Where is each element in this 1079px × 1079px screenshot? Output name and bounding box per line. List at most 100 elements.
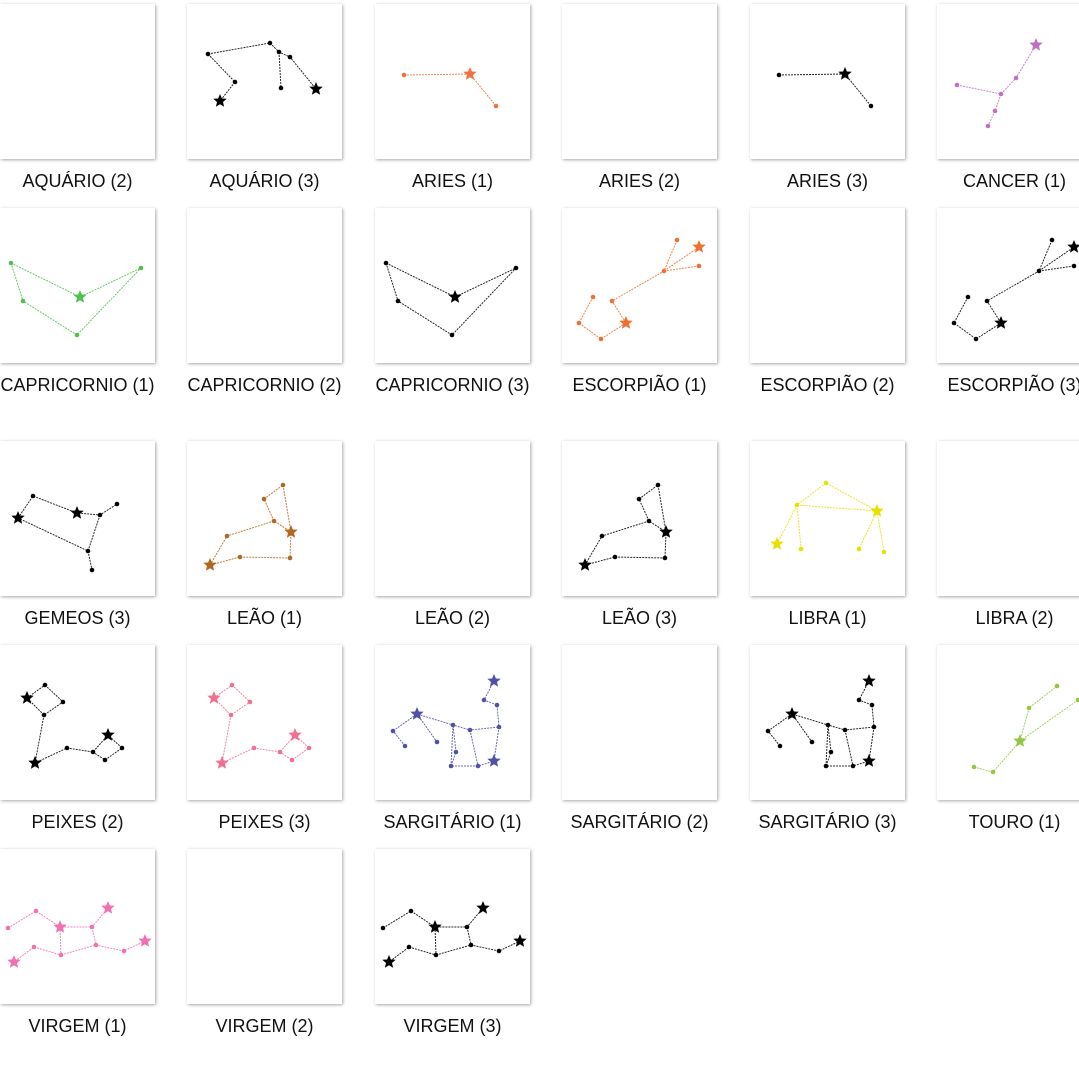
star [20,691,34,704]
star-dot [276,49,282,55]
thumbnail[interactable] [562,208,717,363]
file-name[interactable]: AQUÁRIO (3) [209,171,320,191]
star-dot [232,79,238,85]
star-dot [881,549,887,555]
constellation-line [388,926,437,963]
file-name[interactable]: SARGITÁRIO (3) [758,812,897,832]
thumbnail[interactable] [375,849,530,1004]
thumbnail[interactable] [187,645,342,800]
constellation [401,67,499,109]
star [138,934,152,947]
star [101,901,115,914]
star-dot [468,942,474,948]
thumbnail[interactable] [187,4,342,159]
file-name[interactable]: SARGITÁRIO (1) [383,812,522,832]
thumbnail[interactable] [375,645,530,800]
file-name[interactable]: GEMEOS (3) [24,608,131,628]
constellation-line [450,724,454,767]
thumbnail[interactable] [0,849,155,1004]
star-dot [777,743,783,749]
thumbnail[interactable] [375,441,530,596]
thumbnail[interactable] [0,208,155,363]
star-dot [951,320,957,326]
file-name[interactable]: SARGITÁRIO (2) [570,812,709,832]
star [1067,240,1079,253]
file-name[interactable]: LEÃO (2) [414,608,491,628]
file-name[interactable]: PEIXES (3) [218,812,311,832]
thumbnail[interactable] [937,208,1079,363]
file-name[interactable]: LIBRA (2) [975,608,1054,628]
constellation [205,40,323,107]
thumbnail[interactable] [937,645,1079,800]
star-dot [696,263,702,269]
file-name[interactable]: VIRGEM (2) [215,1016,314,1036]
star-dot [90,749,96,755]
file-name[interactable]: TOURO (1) [968,812,1061,832]
file-name[interactable]: CAPRICORNIO (2) [187,375,342,395]
file-name[interactable]: CAPRICORNIO (1) [0,375,155,395]
constellation-line [263,484,292,533]
thumbnail[interactable] [562,441,717,596]
file-name[interactable]: VIRGEM (1) [28,1016,127,1036]
thumbnail[interactable] [187,441,342,596]
thumbnail[interactable] [562,645,717,800]
thumbnail[interactable] [375,4,530,159]
thumbnail[interactable] [750,4,905,159]
star-dot [850,763,856,769]
star [862,674,876,687]
star-dot [228,712,234,718]
thumbnail[interactable] [937,441,1079,596]
constellation-line [1038,265,1075,272]
star-dot [85,548,91,554]
star [578,558,592,571]
thumbnail[interactable] [187,849,342,1004]
constellation [207,682,312,769]
star-dot [97,512,103,518]
constellation [5,901,152,968]
thumbnail[interactable] [562,4,717,159]
file-name[interactable]: VIRGEM (3) [403,1016,502,1036]
file-name[interactable]: ESCORPIÃO (2) [760,375,895,395]
file-name[interactable]: LEÃO (1) [226,608,303,628]
star-dot [823,763,829,769]
file-name[interactable]: ARIES (1) [411,171,494,191]
star-dot [287,555,293,561]
constellation [203,482,298,571]
star-dot [1075,697,1079,703]
star-dot [599,533,605,539]
star-dot [655,482,661,488]
constellation-line [403,73,497,107]
file-name[interactable]: CAPRICORNIO (3) [375,375,530,395]
file-name[interactable]: PEIXES (2) [31,812,124,832]
file-name[interactable]: LEÃO (3) [601,608,678,628]
constellation-line [483,680,500,728]
thumbnail[interactable] [375,208,530,363]
file-name[interactable]: LIBRA (1) [788,608,867,628]
star [448,290,462,303]
star-dot [383,260,389,266]
file-name[interactable]: ARIES (3) [786,171,869,191]
thumbnail[interactable] [750,645,905,800]
constellation [20,682,125,769]
star-dot [251,745,257,751]
thumbnail[interactable] [0,4,155,159]
star-dot [984,298,990,304]
file-name[interactable]: ARIES (2) [598,171,681,191]
thumbnail[interactable] [750,441,905,596]
constellation-line [17,514,101,552]
thumbnail[interactable] [0,645,155,800]
file-name[interactable]: AQUÁRIO (2) [22,171,133,191]
star-dot [765,728,771,734]
star [870,504,884,517]
star [785,707,799,720]
file-name[interactable]: CANCER (1) [962,171,1066,191]
star-dot [114,501,120,507]
file-name[interactable]: ESCORPIÃO (1) [572,375,707,395]
thumbnail[interactable] [187,208,342,363]
constellation-line [776,482,885,553]
thumbnail[interactable] [0,441,155,596]
thumbnail[interactable] [750,208,905,363]
file-name[interactable]: ESCORPIÃO (3) [947,375,1079,395]
thumbnail[interactable] [937,4,1079,159]
